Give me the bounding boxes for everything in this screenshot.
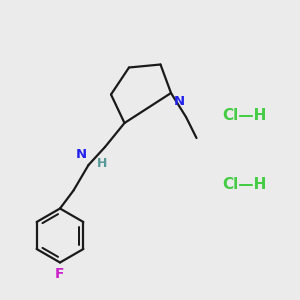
Text: N: N (76, 148, 87, 161)
Text: Cl—H: Cl—H (222, 177, 266, 192)
Text: F: F (55, 267, 65, 281)
Text: N: N (173, 95, 184, 108)
Text: H: H (97, 157, 107, 170)
Text: Cl—H: Cl—H (222, 108, 266, 123)
